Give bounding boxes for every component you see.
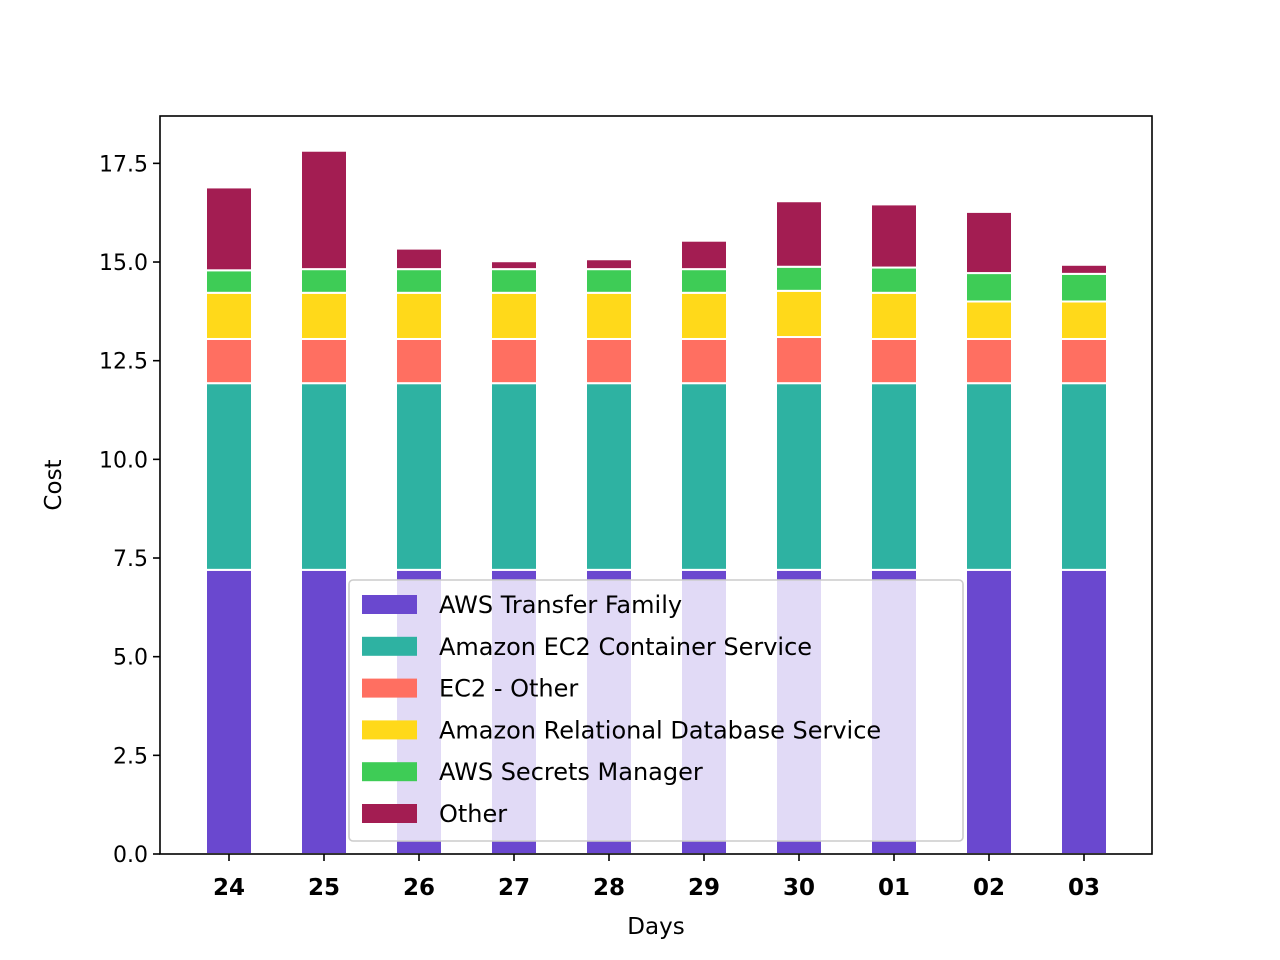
bar-segment-03-series-2 bbox=[1060, 337, 1108, 385]
bar-segment-03-series-3 bbox=[1060, 300, 1108, 340]
x-tick-label: 01 bbox=[878, 875, 910, 901]
bar-segment-27-series-2 bbox=[490, 337, 538, 385]
bar-segment-01-series-4 bbox=[870, 266, 918, 294]
legend-swatch bbox=[362, 762, 417, 782]
x-tick-label: 28 bbox=[593, 875, 625, 901]
bar-segment-26-series-1 bbox=[395, 382, 443, 571]
bar-segment-02-series-4 bbox=[965, 272, 1013, 303]
y-tick-label: 10.0 bbox=[99, 448, 148, 473]
x-tick-label: 02 bbox=[973, 875, 1005, 901]
bar-segment-27-series-5 bbox=[490, 260, 538, 271]
bar-segment-26-series-3 bbox=[395, 291, 443, 340]
bar-segment-25-series-0 bbox=[300, 568, 348, 855]
legend: AWS Transfer Family Amazon EC2 Container … bbox=[348, 579, 964, 842]
bar-segment-03-series-1 bbox=[1060, 382, 1108, 571]
bar-segment-29-series-5 bbox=[680, 239, 728, 271]
bar-segment-01-series-3 bbox=[870, 291, 918, 340]
legend-swatch bbox=[362, 636, 417, 656]
bar-segment-26-series-5 bbox=[395, 247, 443, 271]
bar-segment-26-series-4 bbox=[395, 268, 443, 294]
bar-segment-03-series-0 bbox=[1060, 568, 1108, 855]
bar-segment-28-series-5 bbox=[585, 258, 633, 271]
bar-segment-25-series-1 bbox=[300, 382, 348, 571]
legend-label: AWS Transfer Family bbox=[439, 591, 682, 619]
legend-label: AWS Secrets Manager bbox=[439, 758, 703, 786]
x-axis-label: Days bbox=[627, 914, 684, 940]
bar-segment-02-series-1 bbox=[965, 382, 1013, 571]
bar-segment-30-series-5 bbox=[775, 200, 823, 268]
legend-label: EC2 - Other bbox=[439, 675, 578, 703]
x-tick-label: 30 bbox=[783, 875, 815, 901]
legend-swatch bbox=[362, 720, 417, 740]
bar-segment-29-series-3 bbox=[680, 291, 728, 340]
bar-segment-28-series-4 bbox=[585, 268, 633, 294]
bar-segment-01-series-1 bbox=[870, 382, 918, 571]
legend-label: Amazon EC2 Container Service bbox=[439, 633, 812, 661]
legend-swatch bbox=[362, 595, 417, 614]
x-tick-label: 29 bbox=[688, 875, 720, 901]
bar-segment-29-series-1 bbox=[680, 382, 728, 571]
y-tick-label: 0.0 bbox=[113, 843, 148, 868]
bar-segment-24-series-5 bbox=[205, 186, 253, 272]
bar-segment-27-series-4 bbox=[490, 268, 538, 294]
bar-segment-27-series-1 bbox=[490, 382, 538, 571]
bar-segment-24-series-2 bbox=[205, 337, 253, 385]
bar-segment-25-series-4 bbox=[300, 268, 348, 294]
y-tick-label: 5.0 bbox=[113, 646, 148, 671]
y-axis-label: Cost bbox=[41, 459, 67, 510]
bar-segment-25-series-5 bbox=[300, 149, 348, 271]
bar-segment-02-series-2 bbox=[965, 337, 1013, 385]
bar-segment-30-series-4 bbox=[775, 265, 823, 292]
y-tick-label: 12.5 bbox=[99, 350, 148, 375]
bar-segment-02-series-3 bbox=[965, 300, 1013, 340]
bar-segment-27-series-3 bbox=[490, 291, 538, 340]
legend-box bbox=[348, 579, 964, 842]
bar-segment-25-series-3 bbox=[300, 291, 348, 340]
bar-segment-01-series-2 bbox=[870, 337, 918, 385]
bar-segment-29-series-4 bbox=[680, 268, 728, 294]
y-axis: 0.0 2.5 5.0 7.5 10.0 12.5 15.0 17.5 bbox=[99, 152, 160, 868]
x-tick-label: 03 bbox=[1068, 875, 1100, 901]
plot-frame bbox=[159, 115, 1153, 855]
x-tick-label: 24 bbox=[213, 875, 245, 901]
y-tick-label: 2.5 bbox=[113, 744, 148, 769]
bar-segment-28-series-3 bbox=[585, 291, 633, 340]
bar-segment-25-series-2 bbox=[300, 337, 348, 385]
y-tick-label: 15.0 bbox=[99, 251, 148, 276]
legend-swatch bbox=[362, 678, 417, 698]
bar-segment-26-series-2 bbox=[395, 337, 443, 385]
y-tick-label: 7.5 bbox=[113, 547, 148, 572]
x-tick-label: 27 bbox=[498, 875, 530, 901]
x-tick-label: 25 bbox=[308, 875, 340, 901]
bar-segment-03-series-4 bbox=[1060, 272, 1108, 303]
x-tick-label: 26 bbox=[403, 875, 435, 901]
legend-label: Other bbox=[439, 800, 507, 828]
bar-segment-24-series-1 bbox=[205, 382, 253, 571]
bar-segment-24-series-4 bbox=[205, 269, 253, 294]
bar-segment-28-series-1 bbox=[585, 382, 633, 571]
bar-segment-30-series-3 bbox=[775, 289, 823, 339]
legend-swatch bbox=[362, 804, 417, 823]
bar-segment-24-series-3 bbox=[205, 291, 253, 340]
bar-segment-29-series-2 bbox=[680, 337, 728, 385]
legend-label: Amazon Relational Database Service bbox=[439, 716, 881, 744]
bar-segment-28-series-2 bbox=[585, 337, 633, 385]
bar-segment-02-series-5 bbox=[965, 210, 1013, 275]
bar-segment-01-series-5 bbox=[870, 203, 918, 269]
bar-segment-24-series-0 bbox=[205, 568, 253, 855]
y-tick-label: 17.5 bbox=[99, 152, 148, 177]
bar-segment-03-series-5 bbox=[1060, 263, 1108, 275]
x-axis: 24 25 26 27 28 29 30 01 02 03 bbox=[213, 854, 1100, 901]
bar-segment-02-series-0 bbox=[965, 568, 1013, 855]
bar-segment-30-series-1 bbox=[775, 382, 823, 571]
bar-segment-30-series-2 bbox=[775, 336, 823, 385]
